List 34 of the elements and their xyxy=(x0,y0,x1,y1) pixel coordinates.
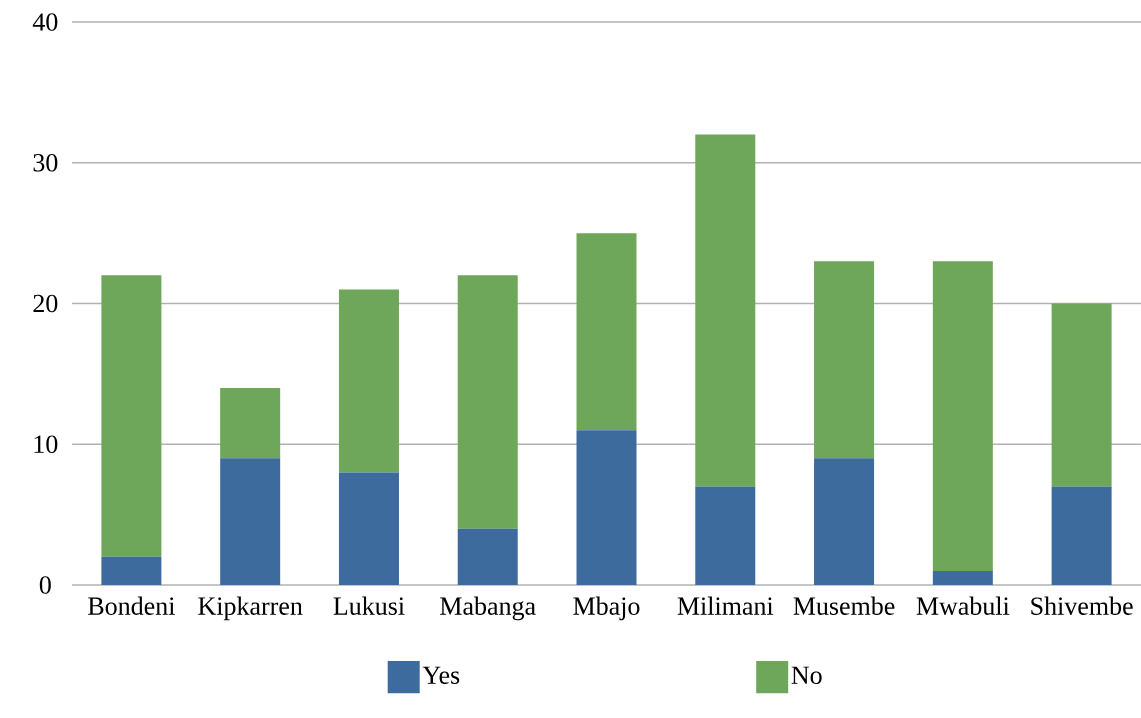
bar xyxy=(101,275,162,557)
y-tick-label: 40 xyxy=(32,13,58,31)
bar xyxy=(338,289,399,473)
legend-label: Yes xyxy=(422,666,460,684)
bar xyxy=(576,430,637,585)
bar xyxy=(1051,303,1112,487)
y-tick-label: 30 xyxy=(33,153,58,172)
y-tick-label: 20 xyxy=(33,294,58,313)
bar xyxy=(814,261,875,459)
x-tick-label: Mbajo xyxy=(573,596,640,621)
x-tick-label: Kipkarren xyxy=(198,596,303,621)
y-tick-label: 0 xyxy=(39,576,51,594)
x-tick-label: Bondeni xyxy=(88,596,175,615)
legend-label: No xyxy=(791,666,822,684)
bar xyxy=(814,458,875,585)
bar xyxy=(457,275,518,529)
bar xyxy=(220,458,281,585)
bar xyxy=(695,486,756,585)
x-tick-label: Mabanga xyxy=(440,596,536,621)
bar xyxy=(457,528,518,585)
y-tick-label: 10 xyxy=(34,435,58,454)
bar xyxy=(932,261,993,571)
bar xyxy=(101,556,162,585)
bar xyxy=(338,472,399,585)
x-tick-label: Shivembe xyxy=(1031,596,1133,615)
x-tick-label: Mwabuli xyxy=(916,596,1010,615)
x-tick-label: Musembe xyxy=(793,596,895,615)
bar xyxy=(576,233,637,431)
x-tick-label: Lukusi xyxy=(333,596,405,615)
x-tick-label: Milimani xyxy=(677,596,774,615)
bar xyxy=(220,387,281,459)
bar xyxy=(932,570,993,585)
bar xyxy=(695,134,756,487)
bar xyxy=(1051,486,1112,585)
